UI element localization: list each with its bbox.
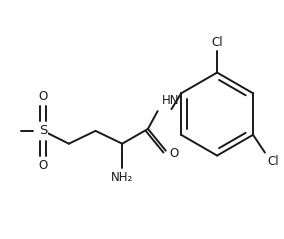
- Text: HN: HN: [162, 94, 179, 107]
- Text: O: O: [170, 147, 179, 160]
- Text: NH₂: NH₂: [111, 171, 133, 185]
- Text: S: S: [39, 124, 47, 137]
- Text: O: O: [39, 158, 48, 172]
- Text: O: O: [39, 90, 48, 103]
- Text: Cl: Cl: [211, 36, 223, 49]
- Text: Cl: Cl: [267, 155, 279, 168]
